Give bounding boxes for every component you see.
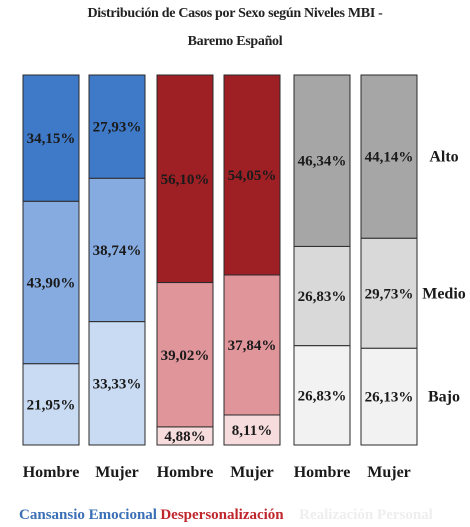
- category-label: Mujer: [95, 464, 139, 481]
- data-label-bajo: 21,95%: [27, 397, 76, 413]
- bar-segment-alto: [88, 74, 146, 179]
- category-label: Mujer: [230, 464, 274, 481]
- legend-group-label: Realización Personal: [299, 507, 433, 523]
- data-label-medio: 38,74%: [93, 243, 142, 259]
- bar-segment-bajo: [360, 347, 418, 446]
- legend-group-label: Cansansio Emocional: [19, 507, 157, 523]
- bar-segment-medio: [22, 200, 80, 365]
- data-label-alto: 34,15%: [27, 131, 76, 147]
- data-label-bajo: 4,88%: [164, 429, 205, 445]
- data-label-medio: 43,90%: [27, 276, 76, 292]
- data-label-alto: 56,10%: [161, 172, 210, 188]
- data-label-medio: 29,73%: [365, 286, 414, 302]
- bar-segment-medio: [88, 177, 146, 323]
- legend-group-label: Despersonalización: [160, 507, 284, 523]
- data-label-alto: 54,05%: [228, 168, 277, 184]
- data-label-alto: 44,14%: [365, 150, 414, 166]
- category-label: Mujer: [367, 464, 411, 481]
- level-label-bajo: Bajo: [428, 389, 460, 406]
- level-label-medio: Medio: [422, 285, 466, 302]
- data-label-bajo: 26,13%: [365, 390, 414, 406]
- data-label-bajo: 33,33%: [93, 376, 142, 392]
- category-label: Hombre: [294, 464, 351, 481]
- data-label-medio: 26,83%: [298, 289, 347, 305]
- data-label-bajo: 8,11%: [232, 423, 272, 439]
- chart-title-line1: Distribución de Casos por Sexo según Niv…: [87, 6, 383, 21]
- bar-segment-alto: [293, 74, 351, 247]
- bar-segment-bajo: [88, 321, 146, 446]
- bar-segment-alto: [22, 74, 80, 202]
- bar-segment-medio: [360, 237, 418, 349]
- data-label-medio: 39,02%: [161, 348, 210, 364]
- level-label-alto: Alto: [429, 149, 458, 166]
- bar-segment-bajo: [22, 363, 80, 446]
- bar-segment-medio: [293, 245, 351, 347]
- bar-segment-bajo: [223, 414, 281, 446]
- bar-segment-medio: [223, 274, 281, 416]
- data-label-medio: 37,84%: [228, 338, 277, 354]
- bar-segment-bajo: [156, 426, 214, 446]
- data-label-alto: 46,34%: [298, 154, 347, 170]
- data-label-alto: 27,93%: [93, 120, 142, 136]
- bar-segment-alto: [360, 74, 418, 239]
- bar-segment-bajo: [293, 345, 351, 446]
- chart-title-line2: Baremo Español: [187, 34, 283, 49]
- category-label: Hombre: [157, 464, 214, 481]
- bar-segment-alto: [223, 74, 281, 276]
- data-label-bajo: 26,83%: [298, 388, 347, 404]
- category-label: Hombre: [23, 464, 80, 481]
